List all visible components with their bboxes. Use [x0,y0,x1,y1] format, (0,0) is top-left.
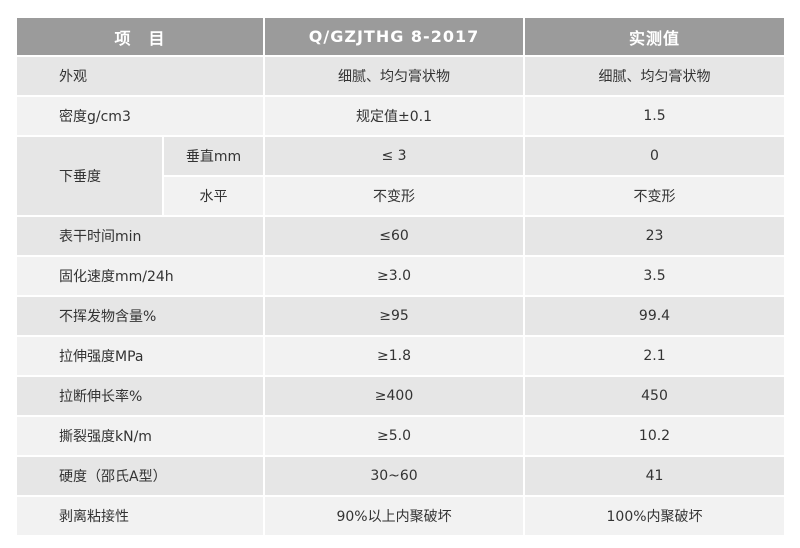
row-measured: 3.5 [523,255,787,297]
row-standard: 90%以上内聚破坏 [263,495,526,537]
table-row: 固化速度mm/24h ≥3.0 3.5 [14,255,787,297]
table-row: 剥离粘接性 90%以上内聚破坏 100%内聚破坏 [14,495,787,537]
row-standard: ≥3.0 [263,255,526,297]
row-standard: ≥5.0 [263,415,526,457]
sag-label: 下垂度 [15,135,164,217]
row-label: 拉断伸长率% [14,375,266,417]
row-label: 硬度（邵氏A型） [14,455,266,497]
table-row: 密度g/cm3 规定值±0.1 1.5 [14,95,787,137]
header-item: 项 目 [14,16,266,57]
row-measured: 1.5 [523,95,787,137]
row-measured: 细腻、均匀膏状物 [523,55,787,97]
row-standard: 不变形 [263,175,526,217]
row-label: 表干时间min [14,215,266,257]
row-sublabel: 垂直mm [161,135,266,177]
table-row: 外观 细腻、均匀膏状物 细腻、均匀膏状物 [14,55,787,97]
table-row: 不挥发物含量% ≥95 99.4 [14,295,787,337]
row-label: 撕裂强度kN/m [14,415,266,457]
row-standard: ≥95 [263,295,526,337]
row-label: 剥离粘接性 [14,495,266,537]
row-measured: 不变形 [523,175,787,217]
header-row: 项 目 Q/GZJTHG 8-2017 实测值 [14,16,787,57]
table-row: 下垂度 垂直mm ≤ 3 0 [15,135,787,217]
row-measured: 10.2 [523,415,787,457]
row-label: 密度g/cm3 [14,95,266,137]
row-measured: 450 [523,375,787,417]
table-row: 撕裂强度kN/m ≥5.0 10.2 [14,415,787,457]
row-measured: 41 [523,455,787,497]
header-standard: Q/GZJTHG 8-2017 [263,16,526,57]
header-measured: 实测值 [523,16,787,57]
table-row: 拉断伸长率% ≥400 450 [14,375,787,417]
row-standard: ≥400 [263,375,526,417]
table-row: 拉伸强度MPa ≥1.8 2.1 [14,335,787,377]
row-label: 拉伸强度MPa [14,335,266,377]
row-standard: ≤ 3 [263,135,526,177]
row-standard: 细腻、均匀膏状物 [263,55,526,97]
row-measured: 100%内聚破坏 [523,495,787,537]
row-measured: 0 [523,135,787,177]
row-measured: 99.4 [523,295,787,337]
row-standard: 规定值±0.1 [263,95,526,137]
row-sublabel: 水平 [161,175,266,217]
row-standard: ≤60 [263,215,526,257]
row-label: 固化速度mm/24h [14,255,266,297]
table-row: 硬度（邵氏A型） 30~60 41 [14,455,787,497]
row-measured: 2.1 [523,335,787,377]
row-label: 外观 [14,55,266,97]
row-standard: 30~60 [263,455,526,497]
row-label: 不挥发物含量% [14,295,266,337]
table-row: 水平 不变形 不变形 [16,175,787,217]
table-row: 表干时间min ≤60 23 [14,215,787,257]
row-standard: ≥1.8 [263,335,526,377]
row-measured: 23 [523,215,787,257]
spec-table: 项 目 Q/GZJTHG 8-2017 实测值 外观 细腻、均匀膏状物 细腻、均… [14,16,787,537]
